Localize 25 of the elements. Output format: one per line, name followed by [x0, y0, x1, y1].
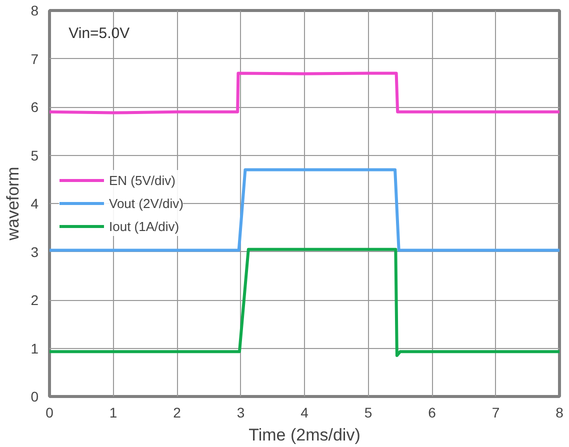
y-tick-label: 6 [30, 99, 39, 115]
y-tick-label: 5 [30, 147, 39, 164]
x-tick-label: 8 [556, 404, 564, 420]
x-tick-label: 7 [492, 404, 500, 420]
x-tick-label: 4 [300, 404, 309, 420]
x-tick-label: 0 [46, 404, 54, 420]
x-tick-label: 6 [428, 404, 436, 420]
line-series [50, 72, 560, 114]
x-tick-label: 3 [236, 404, 245, 420]
y-tick-label: 8 [30, 2, 39, 18]
annotation: Vin=5.0V [68, 24, 130, 42]
y-tick-label: 7 [30, 50, 39, 67]
y-tick-label: 3 [30, 244, 39, 260]
y-tick-label: 1 [30, 340, 39, 356]
legend-label: Iout (1A/div) [109, 218, 180, 234]
legend-label: Vout (2V/div) [109, 196, 184, 210]
legend-label: EN (5V/div) [109, 172, 176, 188]
x-tick-label: 2 [173, 404, 182, 420]
y-tick-label: 2 [30, 292, 39, 308]
x-tick-label: 5 [364, 404, 372, 420]
x-axis-title: Time (2ms/div) [248, 426, 360, 444]
y-tick-label: 0 [30, 388, 39, 404]
y-tick-label: 4 [30, 196, 39, 212]
y-axis-title: waveform [4, 166, 23, 242]
x-tick-label: 1 [109, 404, 118, 420]
